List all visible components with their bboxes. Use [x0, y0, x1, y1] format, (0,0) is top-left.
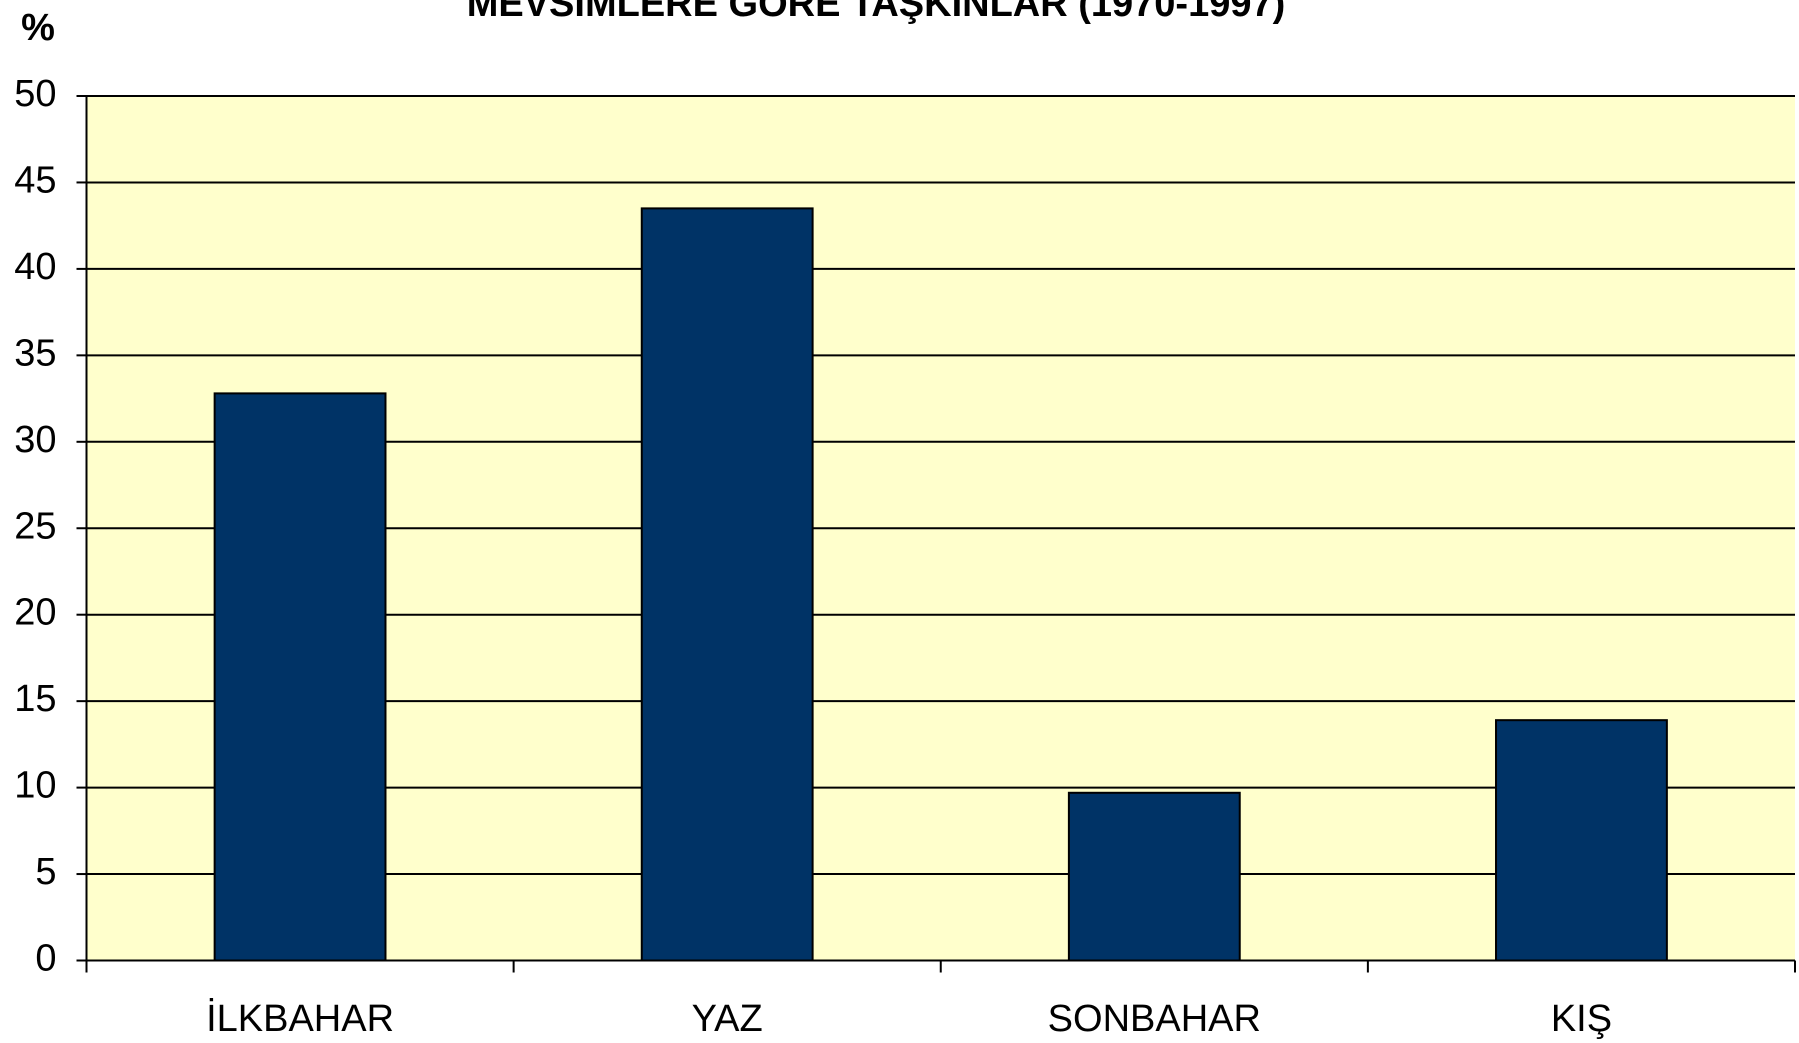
- y-axis-label: %: [21, 7, 55, 49]
- y-tick-label: 5: [35, 851, 56, 893]
- y-tick-label: 20: [14, 592, 56, 634]
- y-tick-label: 35: [14, 332, 56, 374]
- x-tick-label: YAZ: [692, 998, 763, 1040]
- x-tick-label: KIŞ: [1551, 998, 1612, 1040]
- y-tick-label: 25: [14, 505, 56, 547]
- y-tick-label: 45: [14, 159, 56, 201]
- y-tick-label: 15: [14, 678, 56, 720]
- y-tick-label: 50: [14, 73, 56, 115]
- y-tick-label: 10: [14, 765, 56, 807]
- bar: [213, 392, 387, 962]
- bar: [640, 207, 814, 962]
- bar: [1067, 791, 1241, 962]
- y-tick-label: 0: [35, 938, 56, 980]
- x-tick-label: İLKBAHAR: [206, 997, 394, 1040]
- chart-title: MEVSİMLERE GÖRE TAŞKINLAR (1970-1997): [467, 0, 1286, 25]
- x-tick-label: SONBAHAR: [1048, 998, 1261, 1040]
- y-tick-label: 30: [14, 419, 56, 461]
- y-tick-label: 40: [14, 246, 56, 288]
- bar: [1495, 719, 1668, 962]
